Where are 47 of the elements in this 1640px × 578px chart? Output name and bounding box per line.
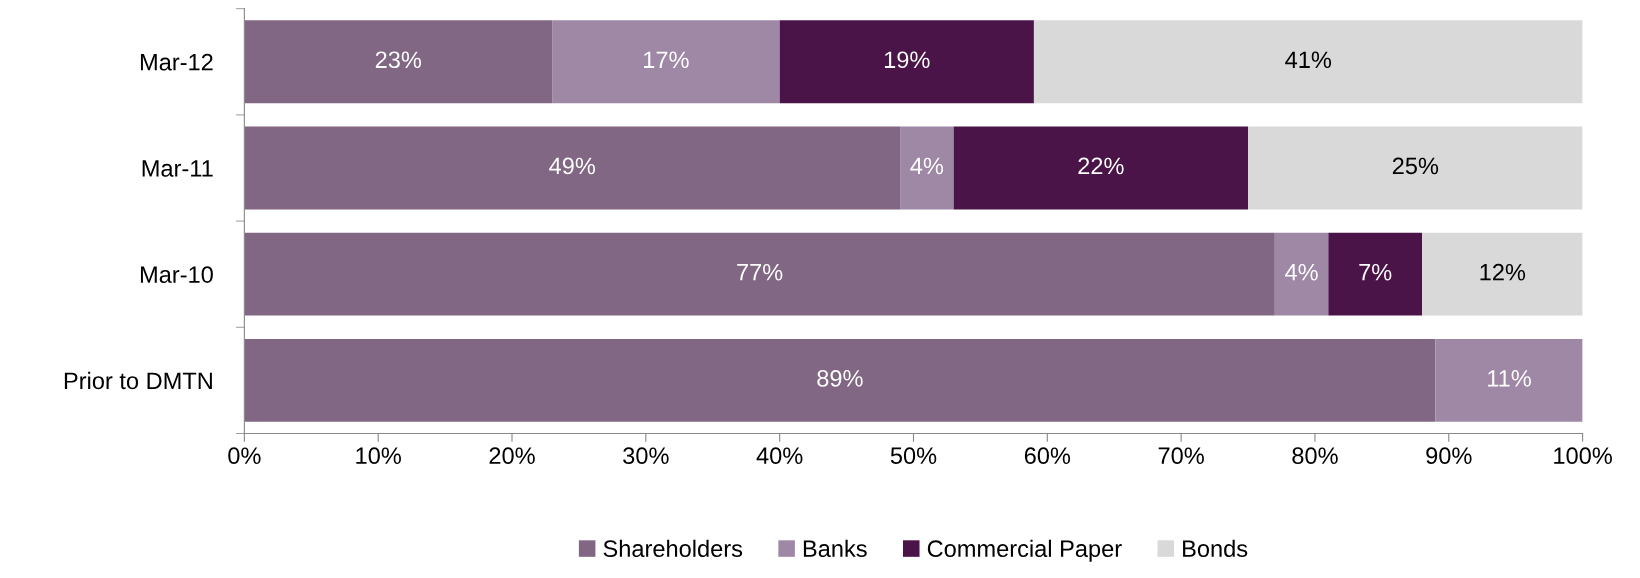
data-label: 11% <box>1488 370 1531 387</box>
x-tick-label: 100% <box>1554 447 1612 465</box>
bar <box>1328 232 1423 316</box>
x-tick-label: 60% <box>1024 447 1071 465</box>
data-label: 4% <box>1285 263 1318 281</box>
bar <box>1248 126 1583 210</box>
x-tick-label: 50% <box>890 447 937 465</box>
legend-label: Banks <box>803 539 867 558</box>
bar <box>953 126 1249 210</box>
data-label: 4% <box>910 157 944 175</box>
x-tick-label: 0% <box>228 447 261 465</box>
bar <box>1435 338 1583 422</box>
bar <box>244 338 1436 422</box>
legend-label: Bonds <box>1183 539 1248 558</box>
x-tick-label: 20% <box>489 447 535 465</box>
x-tick-label: 90% <box>1426 447 1472 465</box>
bar <box>552 20 780 104</box>
data-label: 77% <box>737 263 783 281</box>
y-tick-label: Mar-11 <box>142 160 213 177</box>
legend-label: Commercial Paper <box>927 539 1122 562</box>
data-label: 41% <box>1285 51 1332 69</box>
x-tick-label: 10% <box>356 447 401 465</box>
bar <box>244 232 1275 316</box>
y-tick-label: Mar-12 <box>140 53 213 71</box>
data-label: 25% <box>1392 157 1439 175</box>
x-tick-label: 40% <box>756 447 803 465</box>
bar <box>900 126 954 210</box>
data-label: 22% <box>1078 157 1124 175</box>
data-label: 7% <box>1359 263 1392 281</box>
y-tick-label: Mar-10 <box>140 266 213 283</box>
data-label: 17% <box>644 51 689 69</box>
bar <box>1033 20 1583 104</box>
data-label: 89% <box>817 370 863 387</box>
x-tick-label: 70% <box>1158 447 1204 465</box>
bar <box>1422 232 1583 316</box>
data-label: 12% <box>1480 263 1526 281</box>
x-tick-label: 80% <box>1292 447 1338 465</box>
y-tick-label: Prior to DMTN <box>64 371 212 390</box>
data-label: 49% <box>549 157 596 175</box>
legend-label: Shareholders <box>603 539 743 558</box>
bar <box>244 20 553 104</box>
x-tick-label: 30% <box>623 447 669 465</box>
data-label: 23% <box>375 51 422 69</box>
bar <box>244 126 901 210</box>
data-label: 19% <box>884 51 930 69</box>
bar <box>1274 232 1329 316</box>
bar <box>779 20 1034 104</box>
